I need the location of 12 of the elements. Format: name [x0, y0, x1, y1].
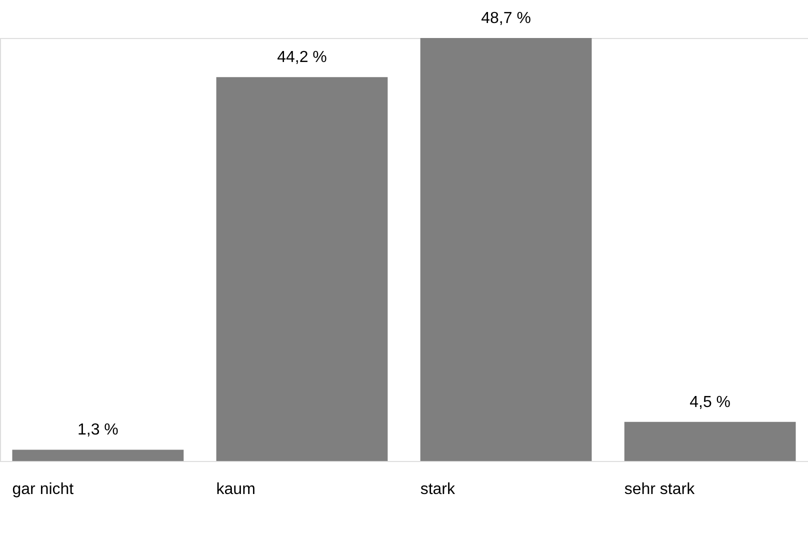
- bar: [216, 77, 388, 461]
- data-label: 44,2 %: [277, 49, 327, 66]
- bar: [12, 450, 184, 461]
- bar: [420, 38, 592, 461]
- data-label: 4,5 %: [690, 394, 731, 411]
- x-tick-label: kaum: [216, 481, 256, 498]
- x-tick-label: stark: [420, 481, 456, 498]
- x-tick-label: gar nicht: [12, 481, 74, 498]
- data-label: 48,7 %: [481, 10, 531, 27]
- data-label: 1,3 %: [77, 422, 118, 439]
- x-tick-label: sehr stark: [624, 481, 696, 498]
- bar: [624, 422, 796, 461]
